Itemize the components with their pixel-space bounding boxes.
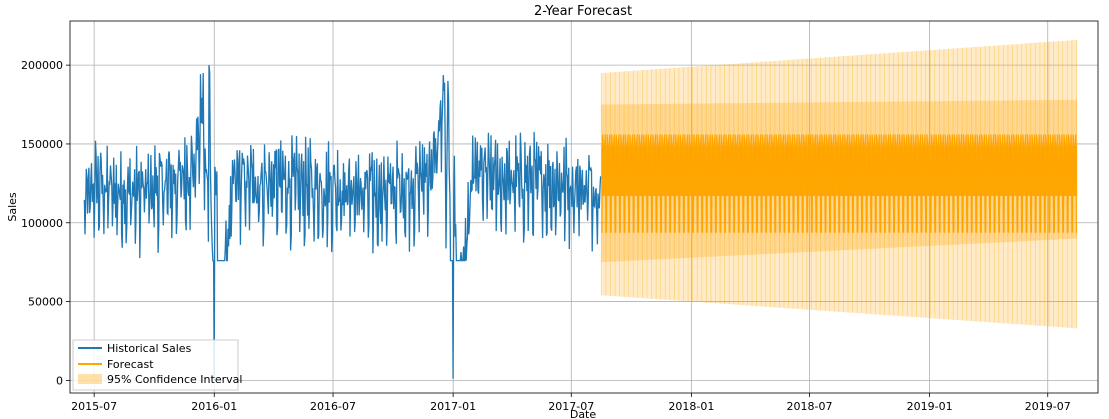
y-tick-label: 200000 xyxy=(21,59,63,72)
x-tick-label: 2017-01 xyxy=(430,400,476,413)
forecast-series xyxy=(601,134,1078,233)
y-axis-ticks: 0 50000 100000 150000 200000 xyxy=(21,59,70,387)
x-tick-label: 2017-07 xyxy=(548,400,594,413)
chart-title: 2-Year Forecast xyxy=(534,4,632,19)
x-tick-label: 2018-07 xyxy=(787,400,833,413)
legend-label-confidence: 95% Confidence Interval xyxy=(107,373,242,386)
y-tick-label: 150000 xyxy=(21,138,63,151)
forecast-line xyxy=(601,134,1078,233)
y-axis-label: Sales xyxy=(6,192,19,222)
x-axis-ticks: 2015-07 2016-01 2016-07 2017-01 2017-07 2018-… xyxy=(71,393,1071,413)
y-tick-label: 50000 xyxy=(28,296,63,309)
x-tick-label: 2019-07 xyxy=(1025,400,1071,413)
x-axis-label: Date xyxy=(570,408,597,419)
x-tick-label: 2016-07 xyxy=(310,400,356,413)
x-tick-label: 2018-01 xyxy=(668,400,714,413)
y-tick-label: 100000 xyxy=(21,217,63,230)
historical-series xyxy=(83,65,602,381)
legend: Historical Sales Forecast 95% Confidence… xyxy=(72,339,242,391)
historical-sales-line xyxy=(83,65,602,381)
plot-frame xyxy=(69,20,1099,394)
y-tick-label: 0 xyxy=(56,374,63,387)
x-tick-label: 2019-01 xyxy=(907,400,953,413)
legend-label-historical: Historical Sales xyxy=(107,342,192,355)
legend-label-forecast: Forecast xyxy=(107,358,154,371)
legend-swatch-confidence xyxy=(78,374,102,384)
forecast-dense-band xyxy=(601,145,1078,196)
x-tick-label: 2016-01 xyxy=(191,400,237,413)
x-tick-label: 2015-07 xyxy=(71,400,117,413)
